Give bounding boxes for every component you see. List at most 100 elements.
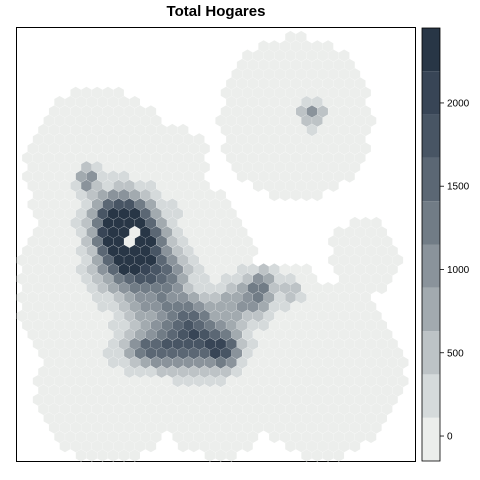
hexbin-cell — [322, 96, 334, 109]
hexbin-cell — [269, 189, 280, 202]
hexbin-cell — [140, 412, 151, 425]
hexbin-cell — [118, 151, 130, 164]
hexbin-cell — [301, 189, 312, 202]
hexbin-cell — [226, 114, 237, 127]
hexbin-cell — [306, 365, 318, 378]
hexbin-cell — [247, 356, 259, 369]
hexbin-cell — [32, 189, 44, 202]
hexbin-cell — [81, 254, 92, 267]
hexbin-cell — [295, 384, 307, 397]
hexbin-cell — [113, 384, 124, 397]
hexbin-cell — [295, 30, 307, 44]
hexbin-cell — [167, 328, 178, 341]
hexbin-cell — [124, 347, 135, 360]
hexbin-cell — [290, 189, 302, 202]
hexbin-cell — [333, 393, 345, 406]
hexbin-cell — [167, 402, 178, 416]
hexbin-cell — [285, 384, 296, 397]
hexbin-cell — [199, 272, 210, 285]
hexbin-cell — [54, 133, 65, 146]
hexbin-cell — [161, 375, 173, 388]
hexbin-cell — [150, 319, 162, 332]
hexbin-cell — [156, 254, 167, 267]
hexbin-cell — [134, 421, 146, 434]
hexbin-cell — [27, 309, 38, 323]
hexbin-cell — [75, 151, 87, 164]
hexbin-cell — [312, 133, 323, 146]
hexbin-cell — [188, 402, 200, 416]
hexbin-cell — [81, 328, 92, 341]
hexbin-cell — [59, 123, 71, 137]
hexbin-cell — [328, 291, 339, 304]
hexbin-cell — [59, 402, 71, 416]
hexbin-cell — [349, 421, 361, 434]
hexbin-cell — [285, 440, 296, 453]
hexbin-cell — [312, 40, 323, 53]
hexbin-cell — [113, 365, 124, 378]
hexbin-cell — [86, 170, 98, 183]
hexbin-cell — [355, 319, 366, 332]
hexbin-cell — [236, 170, 248, 183]
hexbin-cell — [102, 86, 114, 99]
hexbin-cell — [279, 282, 291, 295]
hexbin-cell — [285, 328, 296, 341]
hexbin-cell — [220, 272, 232, 285]
hexbin-cell — [247, 96, 259, 109]
colorbar-swatch — [422, 417, 440, 461]
hexbin-cell — [242, 68, 253, 81]
hexbin-cell — [279, 133, 291, 146]
hexbin-cell — [338, 49, 350, 62]
hexbin-cell — [145, 328, 157, 341]
hexbin-cell — [32, 226, 44, 239]
hexbin-cell — [263, 179, 275, 192]
hexbin-cell — [247, 319, 259, 332]
hexbin-cell — [344, 96, 355, 109]
hexbin-cell — [231, 309, 243, 323]
hexbin-cell — [113, 86, 124, 99]
colorbar-tick-label: 2000 — [447, 98, 470, 109]
hexbin-cell — [333, 151, 345, 164]
colorbar-swatch — [422, 244, 440, 288]
hexbin-cell — [183, 189, 194, 202]
hexbin-cell — [322, 319, 334, 332]
hexbin-cell — [140, 114, 151, 127]
hexbin-cell — [70, 142, 81, 155]
hexbin-cell — [231, 440, 243, 453]
hexbin-cell — [349, 272, 361, 285]
hexbin-cell — [333, 170, 345, 183]
hexbin-cell — [91, 198, 103, 211]
hexbin-cell — [183, 412, 194, 425]
hexbin-cell — [140, 300, 151, 313]
hexbin-cell — [65, 189, 76, 202]
hexbin-cell — [360, 142, 371, 155]
hexbin-cell — [199, 198, 210, 211]
hexbin-cell — [183, 151, 194, 164]
hexbin-cell — [188, 347, 200, 360]
hexbin-cell — [102, 123, 114, 137]
hexbin-cell — [70, 328, 81, 341]
hexbin-cell — [317, 440, 328, 453]
hexbin-cell — [75, 412, 87, 425]
hexbin-cell — [317, 365, 328, 378]
hexbin-cell — [290, 114, 302, 127]
hexbin-cell — [258, 412, 269, 425]
hexbin-cell — [365, 300, 377, 313]
hexbin-cell — [156, 309, 167, 323]
colorbar-tick-label: 0 — [447, 432, 453, 443]
hexbin-cell — [145, 142, 157, 155]
hexbin-cell — [129, 337, 141, 350]
hexbin-cell — [269, 356, 280, 369]
hexbin-cell — [199, 384, 210, 397]
hexbin-cell — [210, 402, 221, 416]
hexbin-cell — [140, 133, 151, 146]
hexbin-cell — [27, 328, 38, 341]
hexbin-cell — [145, 440, 157, 453]
hexbin-cell — [231, 402, 243, 416]
hexbin-cell — [344, 282, 355, 295]
hexbin-cell — [172, 244, 183, 257]
hexbin-cell — [274, 86, 285, 99]
hexbin-cell — [285, 272, 296, 285]
hexbin-cell — [70, 402, 81, 416]
hexbin-cell — [32, 207, 44, 220]
hexbin-cell — [129, 412, 141, 425]
